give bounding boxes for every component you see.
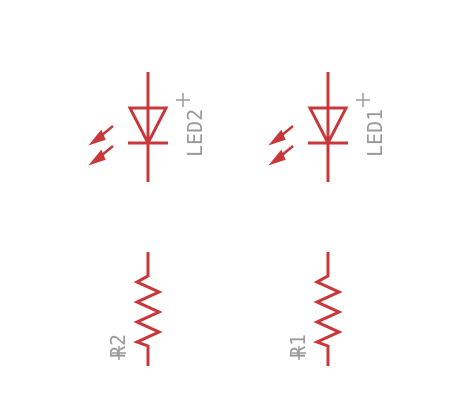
led1-origin-marker-icon [356, 93, 370, 107]
r1-resistor-zigzag [313, 252, 343, 366]
r1-designator: R1 [286, 334, 310, 358]
led2-origin-marker-icon [176, 93, 190, 107]
r2-resistor-zigzag [133, 252, 163, 366]
led1-emission-arrows-icon [268, 125, 294, 166]
led1-diode-triangle [307, 106, 349, 147]
led2-designator: LED2 [183, 109, 207, 157]
r2-symbol[interactable]: R2 [106, 252, 163, 366]
r1-origin-marker-icon [292, 346, 306, 360]
r1-symbol[interactable]: R1 [286, 252, 343, 366]
led2-emission-arrows-icon [88, 125, 114, 166]
led2-symbol[interactable]: LED2 [88, 72, 207, 182]
led1-designator: LED1 [363, 109, 387, 157]
led1-symbol[interactable]: LED1 [268, 72, 387, 182]
r2-origin-marker-icon [112, 346, 126, 360]
led2-diode-triangle [127, 106, 169, 147]
r2-designator: R2 [106, 334, 130, 358]
